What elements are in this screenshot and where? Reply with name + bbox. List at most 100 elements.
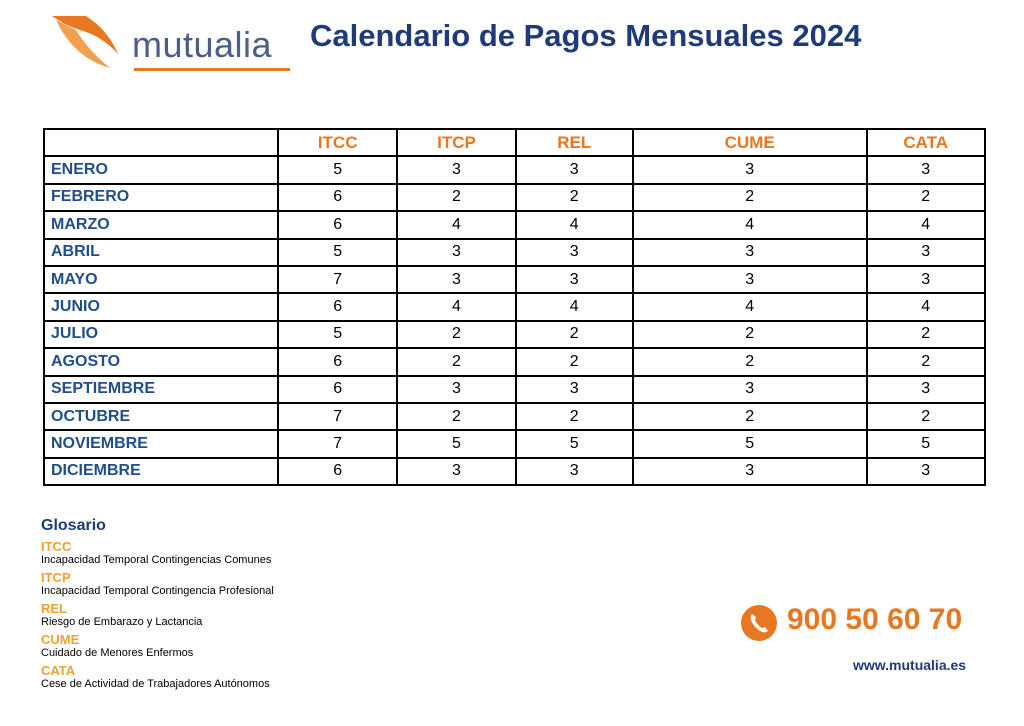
value-cell: 7	[277, 264, 399, 295]
value-cell: 4	[514, 210, 634, 240]
table-row: AGOSTO 6 2 2 2 2	[42, 347, 986, 377]
value-cell: 2	[396, 347, 517, 377]
header-row: ITCC ITCP REL CUME CATA	[42, 127, 986, 158]
value-cell: 3	[631, 374, 868, 404]
value-cell: 3	[396, 456, 517, 487]
value-cell: 3	[396, 374, 517, 404]
glossary-definition: Cese de Actividad de Trabajadores Autóno…	[41, 678, 270, 690]
value-cell: 7	[277, 429, 399, 459]
value-cell: 2	[865, 401, 986, 432]
value-cell: 3	[514, 155, 634, 185]
month-cell: MARZO	[42, 210, 280, 240]
month-cell: MAYO	[42, 264, 280, 295]
month-cell: ABRIL	[42, 237, 280, 267]
value-cell: 3	[514, 456, 634, 487]
month-cell: AGOSTO	[42, 347, 280, 377]
value-cell: 4	[631, 210, 868, 240]
value-cell: 5	[277, 319, 399, 350]
value-cell: 6	[277, 374, 399, 404]
value-cell: 5	[631, 429, 868, 459]
value-cell: 6	[277, 210, 399, 240]
value-cell: 6	[277, 182, 399, 213]
value-cell: 2	[514, 347, 634, 377]
value-cell: 2	[514, 319, 634, 350]
value-cell: 3	[865, 264, 986, 295]
value-cell: 4	[631, 292, 868, 322]
value-cell: 7	[277, 401, 399, 432]
table-row: JUNIO 6 4 4 4 4	[42, 292, 986, 322]
value-cell: 3	[396, 155, 517, 185]
table-row: ENERO 5 3 3 3 3	[42, 155, 986, 185]
glossary-term: ITCC	[41, 539, 72, 554]
value-cell: 3	[514, 264, 634, 295]
corner-cell	[42, 127, 280, 158]
month-cell: JUNIO	[42, 292, 280, 322]
value-cell: 2	[865, 347, 986, 377]
table-row: MAYO 7 3 3 3 3	[42, 264, 986, 295]
value-cell: 2	[396, 319, 517, 350]
table-row: DICIEMBRE 6 3 3 3 3	[42, 456, 986, 487]
value-cell: 4	[514, 292, 634, 322]
value-cell: 2	[865, 319, 986, 350]
value-cell: 5	[277, 237, 399, 267]
phone-number: 900 50 60 70	[787, 603, 963, 636]
glossary-title: Glosario	[41, 517, 106, 534]
month-cell: NOVIEMBRE	[42, 429, 280, 459]
column-header: ITCP	[396, 127, 517, 158]
glossary-term: CATA	[41, 663, 76, 678]
page-title: Calendario de Pagos Mensuales 2024	[310, 18, 862, 53]
value-cell: 3	[865, 237, 986, 267]
logo-text: mutualia	[132, 24, 273, 65]
value-cell: 3	[865, 374, 986, 404]
value-cell: 3	[631, 155, 868, 185]
month-cell: DICIEMBRE	[42, 456, 280, 487]
value-cell: 3	[514, 374, 634, 404]
value-cell: 2	[865, 182, 986, 213]
value-cell: 3	[396, 264, 517, 295]
glossary-definition: Incapacidad Temporal Contingencia Profes…	[41, 585, 274, 597]
value-cell: 2	[631, 319, 868, 350]
value-cell: 4	[396, 292, 517, 322]
glossary-definition: Riesgo de Embarazo y Lactancia	[41, 616, 203, 628]
value-cell: 6	[277, 292, 399, 322]
month-cell: FEBRERO	[42, 182, 280, 213]
value-cell: 3	[631, 264, 868, 295]
glossary-term: CUME	[41, 632, 80, 647]
table-row: NOVIEMBRE 7 5 5 5 5	[42, 429, 986, 459]
column-header: CATA	[865, 127, 986, 158]
value-cell: 3	[514, 237, 634, 267]
column-header: REL	[514, 127, 634, 158]
glossary-definition: Cuidado de Menores Enfermos	[41, 647, 194, 659]
value-cell: 2	[631, 182, 868, 213]
table-row: JULIO 5 2 2 2 2	[42, 319, 986, 350]
value-cell: 4	[865, 292, 986, 322]
value-cell: 2	[514, 182, 634, 213]
table-row: OCTUBRE 7 2 2 2 2	[42, 401, 986, 432]
value-cell: 6	[277, 456, 399, 487]
table-row: MARZO 6 4 4 4 4	[42, 210, 986, 240]
glossary-term: REL	[41, 601, 67, 616]
value-cell: 6	[277, 347, 399, 377]
value-cell: 5	[277, 155, 399, 185]
month-cell: ENERO	[42, 155, 280, 185]
table-row: SEPTIEMBRE 6 3 3 3 3	[42, 374, 986, 404]
month-cell: OCTUBRE	[42, 401, 280, 432]
value-cell: 5	[865, 429, 986, 459]
value-cell: 3	[865, 456, 986, 487]
value-cell: 2	[396, 182, 517, 213]
value-cell: 3	[631, 456, 868, 487]
payments-table: ITCC ITCP REL CUME CATA ENERO 5 3 3 3 3 FEBRERO 6 2 2 2…	[42, 127, 986, 487]
logo-graphic	[52, 16, 290, 71]
value-cell: 4	[396, 210, 517, 240]
value-cell: 3	[396, 237, 517, 267]
glossary-definition: Incapacidad Temporal Contingencias Comun…	[41, 554, 272, 566]
value-cell: 3	[631, 237, 868, 267]
table-row: ABRIL 5 3 3 3 3	[42, 237, 986, 267]
value-cell: 2	[514, 401, 634, 432]
value-cell: 2	[631, 347, 868, 377]
value-cell: 4	[865, 210, 986, 240]
month-cell: SEPTIEMBRE	[42, 374, 280, 404]
glossary-term: ITCP	[41, 570, 71, 585]
phone-icon	[741, 605, 777, 641]
